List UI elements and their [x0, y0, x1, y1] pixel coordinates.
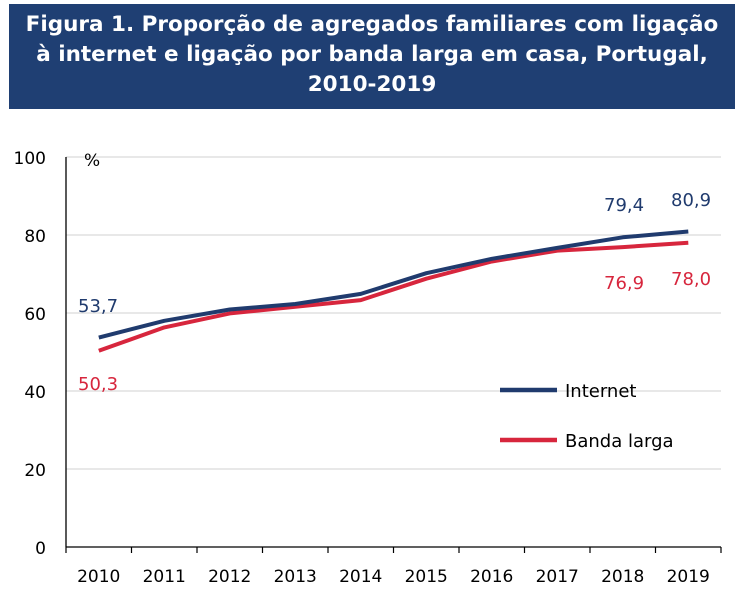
data-label-internet-2010: 53,7 — [78, 296, 118, 317]
y-tick-label-0: 0 — [35, 539, 46, 559]
data-label-internet-2019: 80,9 — [671, 190, 711, 211]
x-tick-label-2018: 2018 — [601, 567, 644, 587]
y-tick-label-60: 60 — [24, 305, 46, 325]
x-tick-label-2014: 2014 — [339, 567, 382, 587]
data-label-internet-2018: 79,4 — [604, 195, 644, 216]
chart-title-line-1: Figura 1. Proporção de agregados familia… — [25, 12, 719, 37]
x-tick-label-2012: 2012 — [208, 567, 251, 587]
chart-title-line-3: 2010-2019 — [307, 72, 437, 97]
series-line-internet — [98, 229, 689, 340]
x-tick-label-2010: 2010 — [77, 567, 120, 587]
series-line-banda-larga — [98, 240, 689, 353]
y-tick-label-100: 100 — [14, 149, 46, 169]
x-tick-label-2015: 2015 — [405, 567, 448, 587]
y-tick-label-80: 80 — [24, 227, 46, 247]
x-tick-label-2019: 2019 — [667, 567, 710, 587]
x-tick-label-2013: 2013 — [274, 567, 317, 587]
legend-label-banda-larga: Banda larga — [565, 431, 674, 452]
y-tick-label-40: 40 — [24, 383, 46, 403]
x-tick-label-2011: 2011 — [143, 567, 186, 587]
x-tick-label-2016: 2016 — [470, 567, 513, 587]
data-label-banda-larga-2019: 78,0 — [671, 269, 711, 290]
legend-label-internet: Internet — [565, 381, 636, 402]
data-label-banda-larga-2010: 50,3 — [78, 374, 118, 395]
chart-title-line-2: à internet e ligação por banda larga em … — [36, 42, 708, 67]
x-tick-label-2017: 2017 — [536, 567, 579, 587]
chart-title: Figura 1. Proporção de agregados familia… — [9, 4, 735, 109]
y-axis-unit-label: % — [84, 151, 100, 171]
data-label-banda-larga-2018: 76,9 — [604, 273, 644, 294]
y-tick-label-20: 20 — [24, 461, 46, 481]
